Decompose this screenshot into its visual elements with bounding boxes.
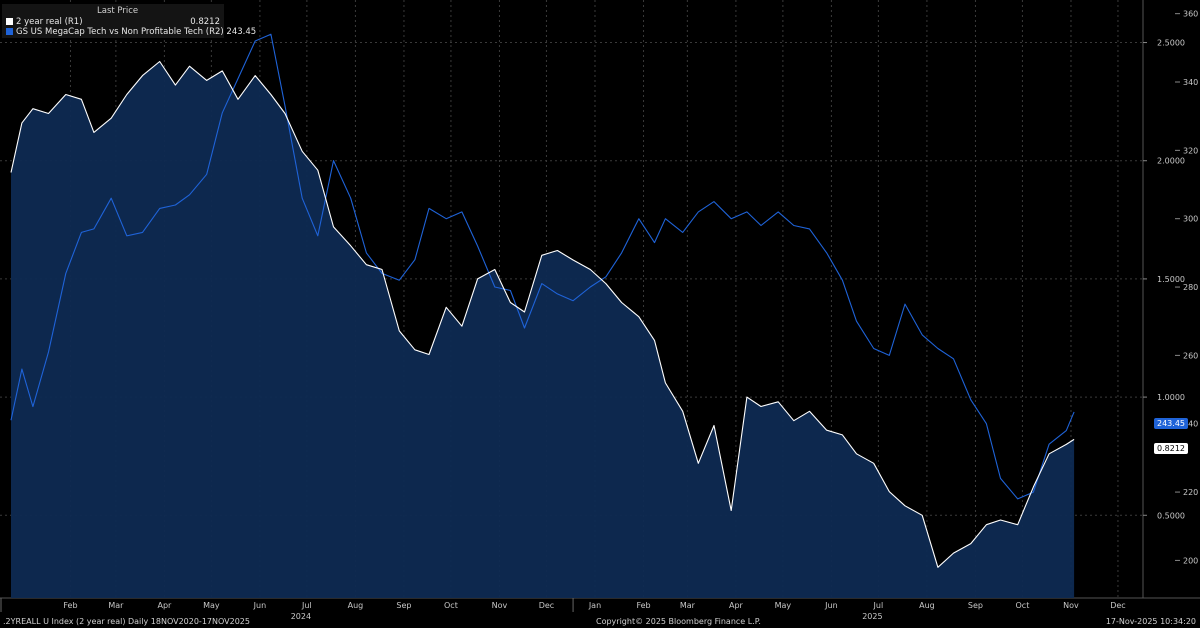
r2-tick-label: 280 [1183, 283, 1198, 292]
x-tick-label: Feb [636, 601, 650, 610]
series-line-gs-megacap-vs-nonprofitable [10, 33, 1075, 500]
series-line-2-year-real [10, 60, 1075, 568]
legend-swatch-blue [6, 28, 13, 35]
r2-tick-label: 200 [1183, 556, 1198, 565]
footer-copyright: Copyright© 2025 Bloomberg Finance L.P. [596, 617, 761, 626]
x-tick-label: Jul [873, 601, 884, 610]
r1-tick-label: 1.0000 [1157, 393, 1185, 402]
x-tick-label: Jul [301, 601, 312, 610]
legend-panel: Last Price 2 year real (R1) 0.8212 GS US… [2, 4, 256, 38]
x-tick-label: Jun [253, 601, 267, 610]
x-tick-label: Nov [1063, 601, 1079, 610]
year-label: 2024 [291, 612, 311, 621]
legend-item-2-year-real: 2 year real (R1) [6, 17, 83, 28]
x-tick-label: Apr [729, 601, 744, 610]
x-tick-label: May [775, 601, 792, 610]
r2-tick-label: 320 [1183, 146, 1198, 155]
footer-timestamp: 17-Nov-2025 10:34:20 [1105, 617, 1196, 626]
x-tick-label: Oct [1016, 601, 1030, 610]
footer-index-description: .2YREALL U Index (2 year real) Daily 18N… [3, 617, 250, 626]
legend-swatch-white [6, 18, 13, 25]
last-value-tag-r1: 0.8212 [1154, 443, 1188, 454]
r2-tick-label: 360 [1183, 10, 1198, 19]
x-tick-label: Jun [824, 601, 838, 610]
x-tick-label: Oct [444, 601, 458, 610]
x-tick-label: Aug [348, 601, 364, 610]
x-tick-label: May [203, 601, 220, 610]
x-tick-label: Apr [157, 601, 172, 610]
r2-tick-label: 220 [1183, 488, 1198, 497]
x-tick-label: Sep [396, 601, 411, 610]
x-tick-label: Dec [1110, 601, 1125, 610]
legend-label: 2 year real (R1) [16, 17, 83, 27]
year-label: 2025 [862, 612, 882, 621]
x-tick-label: Dec [539, 601, 554, 610]
r1-tick-label: 1.5000 [1157, 275, 1185, 284]
last-value-tag-r2: 243.45 [1154, 418, 1188, 429]
x-tick-label: Mar [680, 601, 696, 610]
r2-tick-label: 260 [1183, 351, 1198, 360]
legend-label: GS US MegaCap Tech vs Non Profitable Tec… [16, 27, 257, 37]
x-tick-label: Feb [63, 601, 77, 610]
r2-tick-label: 240 [1183, 420, 1198, 429]
r1-tick-label: 2.5000 [1157, 39, 1185, 48]
r1-tick-label: 2.0000 [1157, 157, 1185, 166]
x-tick-label: Mar [108, 601, 124, 610]
x-tick-label: Nov [492, 601, 508, 610]
r1-tick-label: 0.5000 [1157, 511, 1185, 520]
r2-tick-label: 300 [1183, 215, 1198, 224]
legend-value: 0.8212 [190, 17, 220, 27]
x-tick-label: Sep [968, 601, 983, 610]
series-area-fill [11, 61, 1075, 598]
x-tick-label: Jan [588, 601, 601, 610]
x-tick-label: Aug [919, 601, 935, 610]
r2-tick-label: 340 [1183, 78, 1198, 87]
legend-item-gs-megacap: GS US MegaCap Tech vs Non Profitable Tec… [6, 27, 256, 38]
legend-header: Last Price [97, 6, 139, 16]
